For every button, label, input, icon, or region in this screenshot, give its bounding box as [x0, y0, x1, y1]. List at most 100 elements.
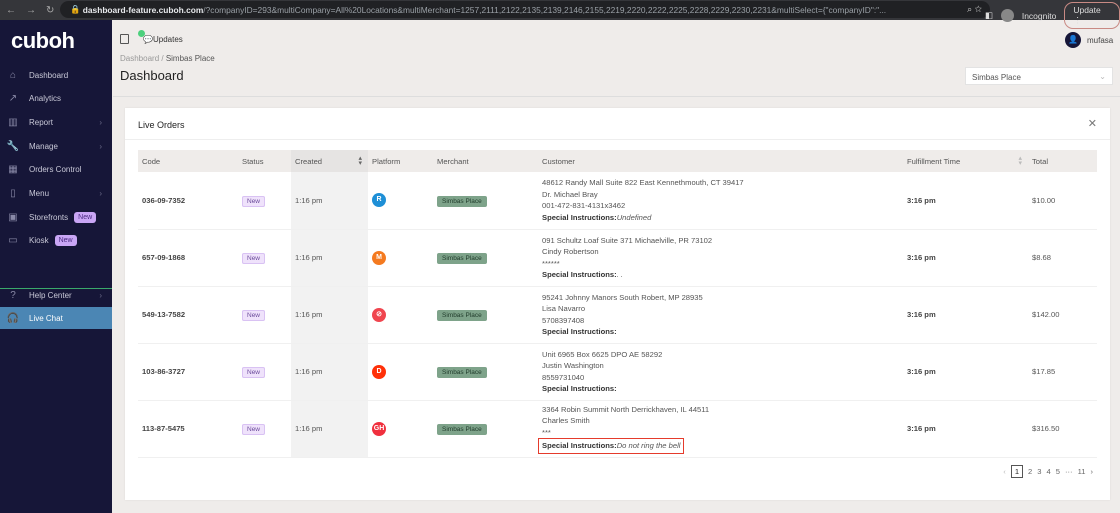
- map-icon: ▯: [10, 188, 16, 199]
- table-row[interactable]: 113-87-5475 New 1:16 pm GH Simbas Place …: [138, 400, 1097, 458]
- sidebar-item-label: Kiosk: [29, 236, 49, 246]
- instructions-label: Special Instructions:: [542, 270, 617, 279]
- customer-address: 48612 Randy Mall Suite 822 East Kennethm…: [542, 178, 744, 188]
- special-instructions: Special Instructions:: [542, 383, 903, 395]
- merchant-badge: Simbas Place: [437, 424, 487, 435]
- sidebar-item-label: Help Center: [29, 290, 72, 300]
- profile-label[interactable]: Incognito: [1021, 10, 1057, 21]
- update-button[interactable]: Update ⋮: [1064, 2, 1120, 29]
- chevron-right-icon: ›: [99, 290, 102, 300]
- created-time: 1:16 pm: [291, 286, 368, 344]
- special-instructions: Special Instructions:Do not ring the bel…: [538, 438, 903, 454]
- sidepanel-icon[interactable]: ◧: [985, 10, 994, 20]
- customer-cell: 95241 Johnny Manors South Robert, MP 289…: [538, 286, 903, 344]
- page-2[interactable]: 2: [1028, 467, 1033, 476]
- platform-logo-icon: M: [372, 250, 386, 265]
- merchant-cell: Simbas Place: [433, 343, 538, 401]
- instructions-label: Special Instructions:: [542, 327, 617, 336]
- next-page-icon[interactable]: ›: [1090, 467, 1093, 476]
- status-cell: New: [238, 172, 291, 230]
- back-icon[interactable]: ←: [6, 4, 16, 16]
- created-time: 1:16 pm: [291, 343, 368, 401]
- wrench-icon: 🔧: [6, 140, 20, 152]
- platform-cell: ⊘: [368, 286, 433, 344]
- page-4[interactable]: 4: [1046, 467, 1051, 476]
- page-5[interactable]: 5: [1055, 467, 1060, 476]
- prev-page-icon[interactable]: ‹: [1003, 467, 1006, 476]
- sidebar-item-label: Analytics: [29, 94, 62, 104]
- order-total: $10.00: [1028, 172, 1097, 230]
- col-total: Total: [1028, 150, 1097, 172]
- instructions-label: Special Instructions:: [542, 441, 617, 450]
- status-badge: New: [242, 253, 266, 264]
- sidebar-item-live-chat[interactable]: 🎧 Live Chat: [0, 307, 112, 329]
- status-badge: New: [242, 367, 266, 378]
- new-badge: New: [54, 235, 77, 247]
- merchant-badge: Simbas Place: [437, 367, 487, 378]
- table-row[interactable]: 103-86-3727 New 1:16 pm D Simbas Place U…: [138, 343, 1097, 401]
- customer-address: 95241 Johnny Manors South Robert, MP 289…: [542, 292, 703, 302]
- live-orders-modal: Live Orders ✕ Code Status Created ▴ ▾ Plat…: [125, 108, 1110, 500]
- sidebar-item-storefronts[interactable]: ▣ Storefronts New: [0, 206, 112, 228]
- order-total: $8.68: [1028, 229, 1097, 287]
- sort-icon[interactable]: ▴ ▾: [1018, 155, 1022, 167]
- platform-logo-icon: R: [372, 193, 386, 208]
- sidebar-item-dashboard[interactable]: ⌂ Dashboard: [0, 64, 112, 86]
- lock-icon: 🔒: [70, 4, 83, 14]
- col-created[interactable]: Created ▴ ▾: [291, 150, 368, 172]
- url-domain: dashboard-feature.cuboh.com: [82, 4, 204, 15]
- order-code: 657-09-1868: [138, 229, 238, 287]
- breadcrumb-dashboard[interactable]: Dashboard: [120, 54, 160, 63]
- close-icon[interactable]: ✕: [1087, 118, 1097, 130]
- home-icon: ⌂: [9, 69, 17, 81]
- table-row[interactable]: 657-09-1868 New 1:16 pm M Simbas Place 0…: [138, 229, 1097, 287]
- sidebar-item-analytics[interactable]: ↗ Analytics: [0, 88, 112, 110]
- order-code: 549-13-7582: [138, 286, 238, 344]
- chevron-right-icon: ›: [99, 117, 102, 127]
- fulfillment-time: 3:16 pm: [903, 343, 1028, 401]
- col-status: Status: [238, 150, 291, 172]
- zoom-star-icons[interactable]: ⌕ ☆: [967, 4, 982, 14]
- forward-icon[interactable]: →: [26, 4, 36, 16]
- sidebar-item-manage[interactable]: 🔧 Manage ›: [0, 135, 112, 157]
- new-badge: New: [74, 211, 97, 223]
- sidebar-item-orders-control[interactable]: ▦ Orders Control: [0, 159, 112, 181]
- status-badge: New: [242, 195, 266, 207]
- merchant-cell: Simbas Place: [433, 286, 538, 344]
- col-merchant: Merchant: [433, 150, 538, 172]
- sidebar-item-report[interactable]: ▥ Report ›: [0, 111, 112, 133]
- sidebar-item-label: Storefronts: [29, 212, 69, 222]
- sidebar-item-kiosk[interactable]: ▭ Kiosk New: [0, 230, 112, 252]
- instructions-value: Undefined: [616, 212, 652, 222]
- sidebar-item-menu[interactable]: ▯ Menu ›: [0, 183, 112, 205]
- sidebar-item-label: Menu: [29, 189, 50, 198]
- page-11[interactable]: 11: [1077, 467, 1086, 476]
- reload-icon[interactable]: ↻: [46, 4, 55, 16]
- customer-address: Unit 6965 Box 6625 DPO AE 58292: [542, 349, 663, 359]
- status-cell: New: [238, 343, 291, 401]
- grid-icon: ▦: [8, 164, 18, 176]
- user-menu[interactable]: 👤 mufasa: [1065, 32, 1113, 48]
- sidebar-item-help-center[interactable]: ? Help Center ›: [0, 284, 112, 306]
- sort-icon[interactable]: ▴ ▾: [358, 155, 362, 167]
- customer-phone: 001-472-831-4131x3462: [542, 201, 626, 211]
- col-fulfillment[interactable]: Fulfillment Time ▴ ▾: [903, 150, 1028, 172]
- address-bar[interactable]: 🔒 dashboard-feature.cuboh.com/?companyID…: [60, 1, 990, 18]
- status-cell: New: [238, 229, 291, 287]
- updates-button[interactable]: 💬Updates: [138, 30, 183, 44]
- table-row[interactable]: 036-09-7352 New 1:16 pm R Simbas Place 4…: [138, 172, 1097, 230]
- sidebar: cuboh ⌂ Dashboard ↗ Analytics ▥ Report › 🔧 Manag…: [0, 20, 112, 513]
- url-path: /?companyID=293&multiCompany=All%20Locat…: [203, 4, 887, 15]
- customer-cell: 3364 Robin Summit North Derrickhaven, IL…: [538, 400, 903, 458]
- sidebar-toggle-icon[interactable]: [120, 34, 129, 44]
- status-cell: New: [238, 286, 291, 344]
- table-row[interactable]: 549-13-7582 New 1:16 pm ⊘ Simbas Place 9…: [138, 286, 1097, 344]
- instructions-value: Do not ring the bell: [616, 441, 681, 450]
- location-select[interactable]: Simbas Place ⌄: [965, 67, 1113, 85]
- fulfillment-time: 3:16 pm: [903, 286, 1028, 344]
- page-3[interactable]: 3: [1037, 467, 1042, 476]
- chevron-right-icon: ›: [99, 141, 102, 151]
- created-time: 1:16 pm: [291, 229, 368, 287]
- page-ellipsis[interactable]: ···: [1064, 467, 1073, 476]
- page-1[interactable]: 1: [1010, 465, 1024, 478]
